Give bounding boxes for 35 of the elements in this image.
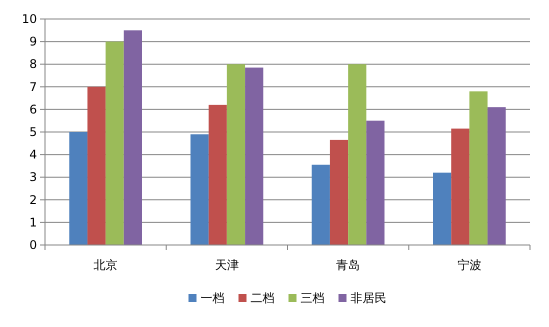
x-tick-label: 宁波	[457, 258, 482, 272]
y-tick-label: 6	[29, 102, 37, 116]
bar	[312, 164, 330, 245]
legend-label: 一档	[200, 291, 224, 305]
y-tick-label: 7	[29, 80, 37, 94]
y-tick-label: 4	[29, 148, 37, 162]
bar	[433, 172, 452, 245]
y-tick-label: 10	[22, 12, 37, 26]
y-tick-label: 1	[29, 215, 37, 230]
bar	[106, 42, 124, 245]
bar	[245, 68, 264, 245]
y-tick-label: 8	[29, 57, 37, 72]
bar	[208, 104, 227, 245]
bar	[488, 107, 506, 245]
bar	[366, 120, 384, 245]
bar	[190, 134, 209, 245]
y-tick-label: 3	[29, 170, 37, 184]
legend-label: 非居民	[350, 291, 386, 305]
x-tick-label: 天津	[214, 258, 239, 272]
bar	[469, 91, 488, 245]
x-tick-label: 北京	[94, 258, 118, 272]
bar	[330, 140, 348, 245]
bar	[348, 64, 366, 245]
legend-label: 三档	[300, 291, 324, 305]
legend-label: 二档	[250, 291, 274, 305]
y-tick-label: 9	[29, 34, 37, 49]
x-tick-label: 青岛	[336, 258, 360, 272]
bar	[124, 30, 142, 245]
y-tick-label: 5	[29, 125, 37, 139]
bar	[451, 128, 470, 245]
y-tick-label: 0	[29, 238, 37, 252]
bar	[226, 64, 246, 245]
bar	[87, 86, 106, 245]
bar	[69, 132, 88, 245]
y-tick-label: 2	[29, 192, 37, 207]
